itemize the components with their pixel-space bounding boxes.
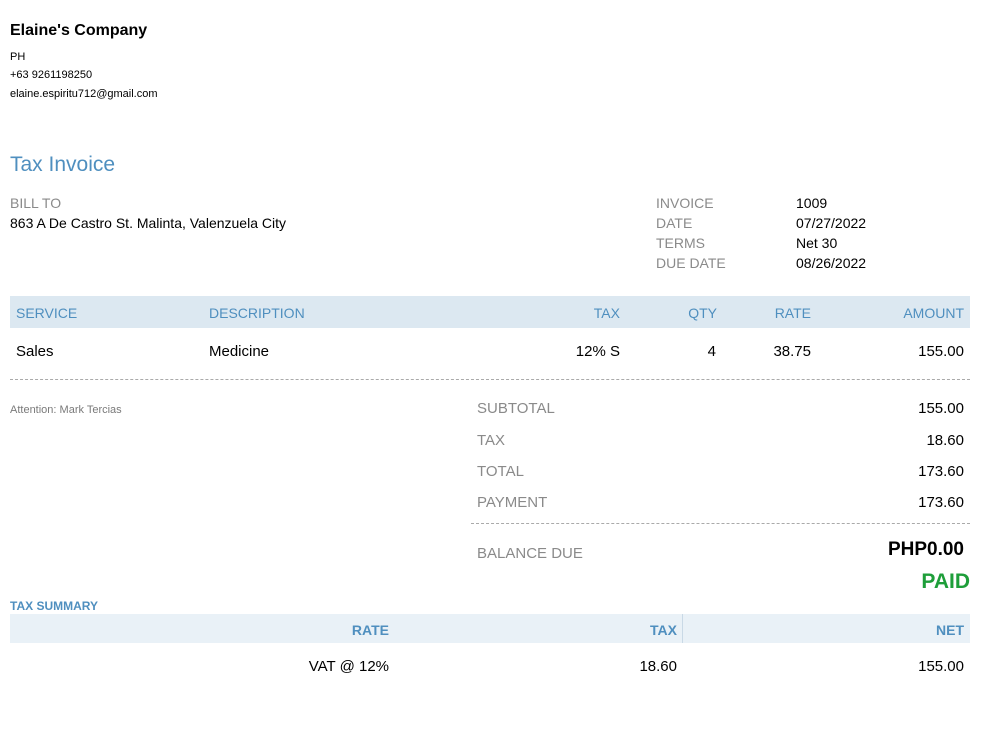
tax-summary-header-net: NET: [936, 622, 964, 638]
tax-summary-rate: VAT @ 12%: [308, 658, 389, 675]
company-email: elaine.espiritu712@gmail.com: [10, 88, 158, 100]
subtotal-value: 155.00: [918, 400, 964, 417]
bill-to-address: 863 A De Castro St. Malinta, Valenzuela …: [10, 215, 286, 231]
cell-description: Medicine: [209, 343, 270, 360]
invoice-date-value: 07/27/2022: [796, 215, 867, 231]
invoice-terms-value: Net 30: [796, 235, 838, 251]
header-description: DESCRIPTION: [209, 305, 305, 321]
invoice-terms-label: TERMS: [656, 235, 705, 251]
company-name: Elaine's Company: [10, 22, 148, 39]
tax-total-value: 18.60: [926, 432, 964, 449]
company-phone: +63 9261198250: [10, 69, 93, 81]
tax-summary-header-tax: TAX: [650, 622, 677, 638]
invoice-date-label: DATE: [656, 215, 693, 231]
items-table-header: SERVICE DESCRIPTION TAX QTY RATE AMOUNT: [10, 296, 970, 328]
tax-summary-title: TAX SUMMARY: [10, 599, 98, 613]
company-country: PH: [10, 51, 26, 63]
tax-summary-header-rate: RATE: [351, 622, 389, 638]
divider: [471, 523, 970, 524]
invoice-number-label: INVOICE: [656, 195, 714, 211]
cell-rate: 38.75: [773, 343, 811, 360]
cell-amount: 155.00: [918, 343, 964, 360]
tax-summary-header: RATE TAX NET: [10, 614, 970, 643]
divider: [10, 379, 970, 380]
invoice-due-date-value: 08/26/2022: [796, 255, 867, 271]
payment-value: 173.60: [918, 494, 964, 511]
paid-status-badge: PAID: [921, 570, 970, 593]
invoice-number-value: 1009: [796, 195, 828, 211]
header-amount: AMOUNT: [903, 305, 964, 321]
total-value: 173.60: [918, 463, 964, 480]
tax-summary-net: 155.00: [918, 658, 964, 675]
attention-note: Attention: Mark Tercias: [10, 404, 122, 416]
header-tax: TAX: [593, 305, 620, 321]
header-rate: RATE: [774, 305, 811, 321]
tax-summary-tax: 18.60: [639, 658, 677, 675]
header-service: SERVICE: [16, 305, 78, 321]
cell-service: Sales: [16, 343, 54, 360]
cell-qty: 4: [707, 343, 716, 360]
payment-label: PAYMENT: [477, 494, 548, 511]
invoice-due-date-label: DUE DATE: [656, 255, 726, 271]
header-qty: QTY: [688, 305, 717, 321]
tax-total-label: TAX: [477, 432, 506, 449]
document-title: Tax Invoice: [10, 153, 116, 176]
cell-tax: 12% S: [575, 343, 620, 360]
balance-due-label: BALANCE DUE: [477, 545, 583, 562]
balance-due-value: PHP0.00: [887, 539, 964, 560]
column-separator: [682, 614, 683, 643]
subtotal-label: SUBTOTAL: [477, 400, 555, 417]
total-label: TOTAL: [477, 463, 524, 480]
bill-to-label: BILL TO: [10, 195, 62, 211]
